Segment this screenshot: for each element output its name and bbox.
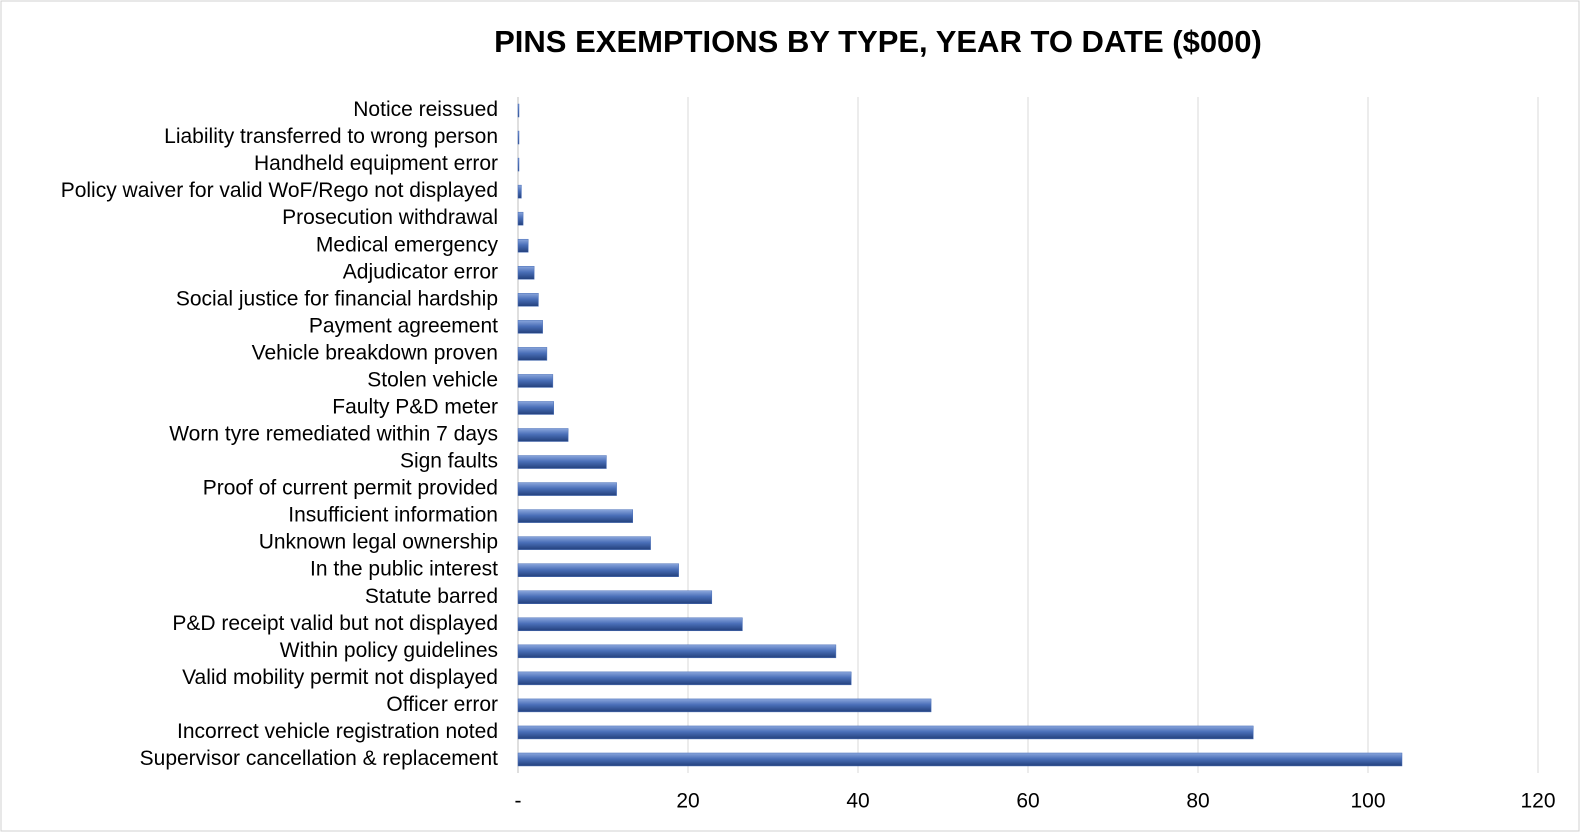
y-tick-label: Medical emergency bbox=[316, 233, 499, 256]
y-tick-label: Stolen vehicle bbox=[367, 368, 498, 391]
bar bbox=[517, 428, 569, 442]
y-tick-label: Faulty P&D meter bbox=[332, 396, 498, 419]
y-tick-label: Social justice for financial hardship bbox=[176, 287, 498, 310]
bar bbox=[517, 617, 743, 632]
bar bbox=[517, 374, 554, 388]
x-tick-label: - bbox=[515, 790, 522, 813]
y-tick-label: Supervisor cancellation & replacement bbox=[140, 747, 499, 770]
bar bbox=[517, 320, 543, 334]
bar bbox=[517, 130, 520, 145]
y-tick-label: Insufficient information bbox=[288, 504, 498, 527]
y-tick-label: Proof of current permit provided bbox=[203, 477, 498, 500]
bar bbox=[517, 401, 554, 415]
y-tick-label: Within policy guidelines bbox=[280, 639, 498, 662]
bar bbox=[517, 266, 535, 280]
bar bbox=[517, 644, 837, 659]
bar bbox=[517, 184, 522, 199]
bar bbox=[517, 536, 651, 550]
bar bbox=[517, 211, 524, 226]
x-tick-label: 120 bbox=[1520, 790, 1555, 813]
y-tick-label: P&D receipt valid but not displayed bbox=[172, 612, 498, 635]
y-tick-label: Notice reissued bbox=[353, 98, 498, 121]
bar bbox=[517, 347, 548, 361]
x-tick-label: 100 bbox=[1350, 790, 1385, 813]
x-tick-label: 60 bbox=[1016, 790, 1039, 813]
bar bbox=[517, 455, 607, 469]
y-tick-label: Sign faults bbox=[400, 450, 498, 473]
y-tick-label: Incorrect vehicle registration noted bbox=[177, 720, 498, 743]
y-tick-label: Officer error bbox=[386, 693, 498, 716]
y-tick-label: Liability transferred to wrong person bbox=[164, 125, 498, 148]
y-tick-label: Worn tyre remediated within 7 days bbox=[169, 423, 498, 446]
bar bbox=[517, 590, 713, 604]
bar bbox=[517, 563, 679, 577]
bar bbox=[517, 671, 852, 686]
x-tick-label: 80 bbox=[1186, 790, 1209, 813]
y-tick-label: In the public interest bbox=[310, 558, 498, 581]
y-tick-label: Handheld equipment error bbox=[254, 152, 498, 175]
bar bbox=[517, 157, 520, 172]
y-tick-label: Payment agreement bbox=[309, 314, 498, 337]
y-tick-label: Statute barred bbox=[365, 585, 498, 608]
y-tick-label: Valid mobility permit not displayed bbox=[182, 666, 498, 689]
y-tick-label: Unknown legal ownership bbox=[259, 531, 498, 554]
bar bbox=[517, 752, 1403, 767]
y-tick-label: Prosecution withdrawal bbox=[282, 206, 498, 229]
x-tick-label: 20 bbox=[676, 790, 699, 813]
bar bbox=[517, 293, 539, 307]
bar bbox=[517, 238, 529, 253]
bar bbox=[517, 482, 617, 496]
chart-title: PINS EXEMPTIONS BY TYPE, YEAR TO DATE ($… bbox=[494, 24, 1262, 59]
y-tick-label: Adjudicator error bbox=[343, 260, 498, 283]
bar bbox=[517, 725, 1254, 740]
bar bbox=[517, 509, 633, 523]
y-tick-label: Vehicle breakdown proven bbox=[252, 341, 498, 364]
x-tick-label: 40 bbox=[846, 790, 869, 813]
bar bbox=[517, 103, 520, 118]
y-tick-label: Policy waiver for valid WoF/Rego not dis… bbox=[61, 179, 498, 202]
bar bbox=[517, 698, 932, 713]
